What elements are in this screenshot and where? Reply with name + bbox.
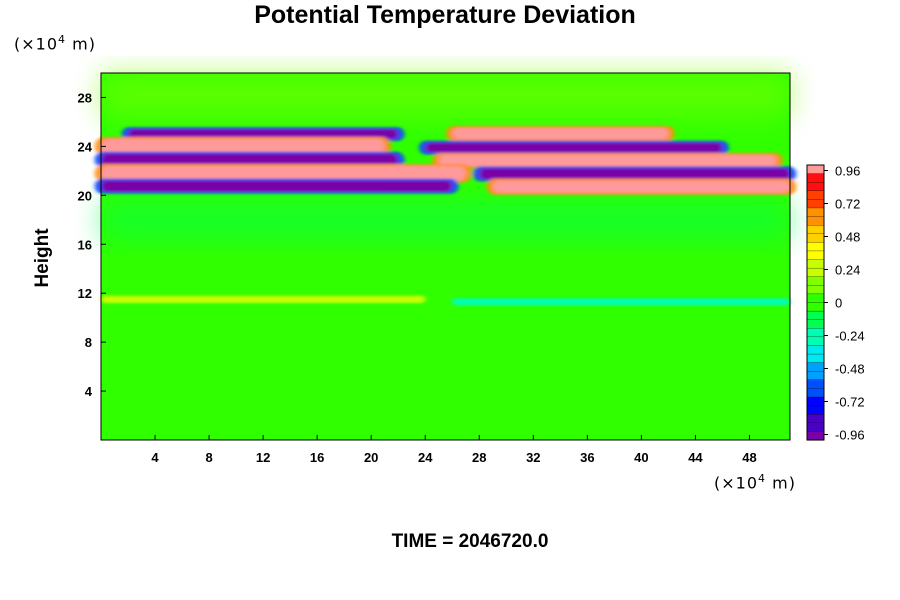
- colorbar-swatch: [806, 225, 825, 235]
- colorbar-tick-label: 0.48: [835, 230, 860, 245]
- x-tick-label: 44: [688, 450, 703, 465]
- colorbar-swatch: [806, 362, 825, 372]
- y-tick-label: 4: [85, 384, 93, 399]
- field-band: [101, 165, 466, 181]
- colorbar-tick-label: 0: [835, 296, 842, 311]
- x-tick-label: 28: [472, 450, 486, 465]
- y-tick-label: 28: [78, 90, 92, 105]
- x-tick-label: 48: [742, 450, 756, 465]
- colorbar-swatch: [806, 293, 825, 304]
- x-tick-label: 24: [418, 450, 433, 465]
- colorbar-swatch: [806, 328, 825, 338]
- time-label: TIME = 2046720.0: [391, 531, 549, 552]
- plot-frame: [100, 72, 791, 441]
- colorbar-tick-label: -0.72: [835, 395, 865, 410]
- colorbar-swatch: [806, 345, 825, 355]
- field-band: [128, 129, 399, 140]
- colorbar: 0.96 0.72 0.48 0.24 0 -0.24 -0.48 -0.72 -0.96: [806, 164, 865, 443]
- y-tick-label: 16: [78, 237, 92, 252]
- colorbar-swatch: [806, 405, 825, 415]
- y-tick-label: 24: [78, 139, 93, 154]
- colorbar-swatch: [806, 216, 825, 226]
- colorbar-swatch: [806, 199, 825, 209]
- colorbar-tick-label: -0.24: [835, 329, 865, 344]
- x-tick-label: 8: [205, 450, 212, 465]
- colorbar-swatch: [806, 431, 825, 441]
- field-texture: [101, 73, 790, 239]
- field-band: [101, 139, 385, 154]
- field-band: [452, 128, 669, 140]
- colorbar-swatch: [806, 336, 825, 347]
- plot-area: [95, 72, 796, 441]
- colorbar-swatch: [806, 173, 825, 183]
- x-tick-label: 20: [364, 450, 378, 465]
- x-tick-label: 4: [151, 450, 159, 465]
- x-tick-label: 32: [526, 450, 540, 465]
- colorbar-swatch: [806, 379, 825, 389]
- colorbar-swatch: [806, 310, 825, 321]
- y-tick-label: 12: [78, 286, 92, 301]
- colorbar-swatch: [806, 414, 825, 424]
- field-band: [425, 142, 723, 153]
- chart-title: Potential Temperature Deviation: [254, 1, 636, 29]
- field-band: [479, 168, 790, 180]
- field-band: [492, 180, 790, 193]
- x-tick-label: 36: [580, 450, 594, 465]
- colorbar-swatch: [806, 388, 825, 398]
- colorbar-tick-label: 0.72: [835, 197, 860, 212]
- colorbar-swatch: [806, 233, 825, 243]
- colorbar-swatch: [806, 250, 825, 261]
- x-tick-label: 40: [634, 450, 648, 465]
- colorbar-swatch: [806, 319, 825, 329]
- colorbar-swatch: [806, 371, 825, 381]
- colorbar-swatch: [806, 302, 825, 312]
- colorbar-tick-label: -0.96: [835, 428, 865, 443]
- x-tick-label: 12: [256, 450, 270, 465]
- colorbar-swatch: [806, 285, 825, 295]
- field-band: [101, 295, 426, 303]
- x-axis-unit: (×104 m): [714, 472, 796, 493]
- colorbar-swatch: [806, 164, 825, 175]
- colorbar-swatch: [806, 276, 825, 286]
- colorbar-tick-label: -0.48: [835, 362, 865, 377]
- y-tick-label: 8: [85, 335, 92, 350]
- x-tick-label: 16: [310, 450, 324, 465]
- colorbar-tick-label: 0.96: [835, 164, 860, 179]
- colorbar-swatch: [806, 182, 825, 192]
- field-texture-mid: [101, 201, 790, 239]
- field-band: [101, 180, 453, 192]
- y-tick-label: 20: [78, 188, 92, 203]
- colorbar-swatch: [806, 207, 825, 218]
- colorbar-swatch: [806, 259, 825, 269]
- colorbar-swatch: [806, 267, 825, 278]
- colorbar-swatch: [806, 242, 825, 252]
- colorbar-swatch: [806, 396, 825, 407]
- field-band: [101, 153, 399, 166]
- colorbar-swatch: [806, 422, 825, 432]
- field-texture-top: [101, 73, 790, 116]
- colorbar-swatch: [806, 353, 825, 364]
- y-axis-unit: (×104 m): [14, 33, 96, 54]
- colorbar-tick-label: 0.24: [835, 263, 860, 278]
- field-band: [438, 154, 777, 166]
- colorbar-swatch: [806, 190, 825, 200]
- field-bands: [95, 126, 796, 306]
- field-band: [452, 298, 790, 306]
